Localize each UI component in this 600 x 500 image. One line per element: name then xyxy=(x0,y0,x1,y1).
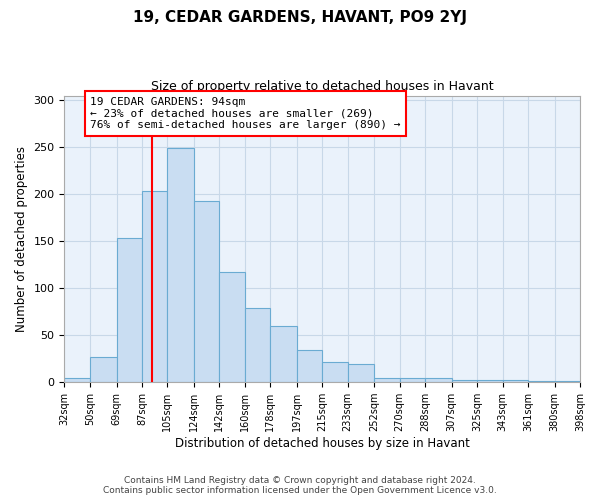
Bar xyxy=(64,378,90,382)
Bar xyxy=(477,380,503,382)
Bar xyxy=(90,357,116,382)
Bar xyxy=(167,148,194,382)
Bar xyxy=(347,364,374,382)
Bar xyxy=(142,192,167,382)
Bar xyxy=(425,378,452,382)
Bar xyxy=(374,378,400,382)
Bar xyxy=(245,308,270,382)
Text: 19, CEDAR GARDENS, HAVANT, PO9 2YJ: 19, CEDAR GARDENS, HAVANT, PO9 2YJ xyxy=(133,10,467,25)
X-axis label: Distribution of detached houses by size in Havant: Distribution of detached houses by size … xyxy=(175,437,470,450)
Text: Contains HM Land Registry data © Crown copyright and database right 2024.
Contai: Contains HM Land Registry data © Crown c… xyxy=(103,476,497,495)
Bar xyxy=(503,380,528,382)
Bar xyxy=(270,326,297,382)
Bar xyxy=(297,350,322,382)
Text: 19 CEDAR GARDENS: 94sqm
← 23% of detached houses are smaller (269)
76% of semi-d: 19 CEDAR GARDENS: 94sqm ← 23% of detache… xyxy=(90,97,401,130)
Bar xyxy=(400,378,425,382)
Bar xyxy=(452,380,477,382)
Bar xyxy=(220,272,245,382)
Y-axis label: Number of detached properties: Number of detached properties xyxy=(15,146,28,332)
Bar xyxy=(322,362,347,382)
Bar xyxy=(194,201,220,382)
Bar xyxy=(116,238,142,382)
Title: Size of property relative to detached houses in Havant: Size of property relative to detached ho… xyxy=(151,80,494,93)
